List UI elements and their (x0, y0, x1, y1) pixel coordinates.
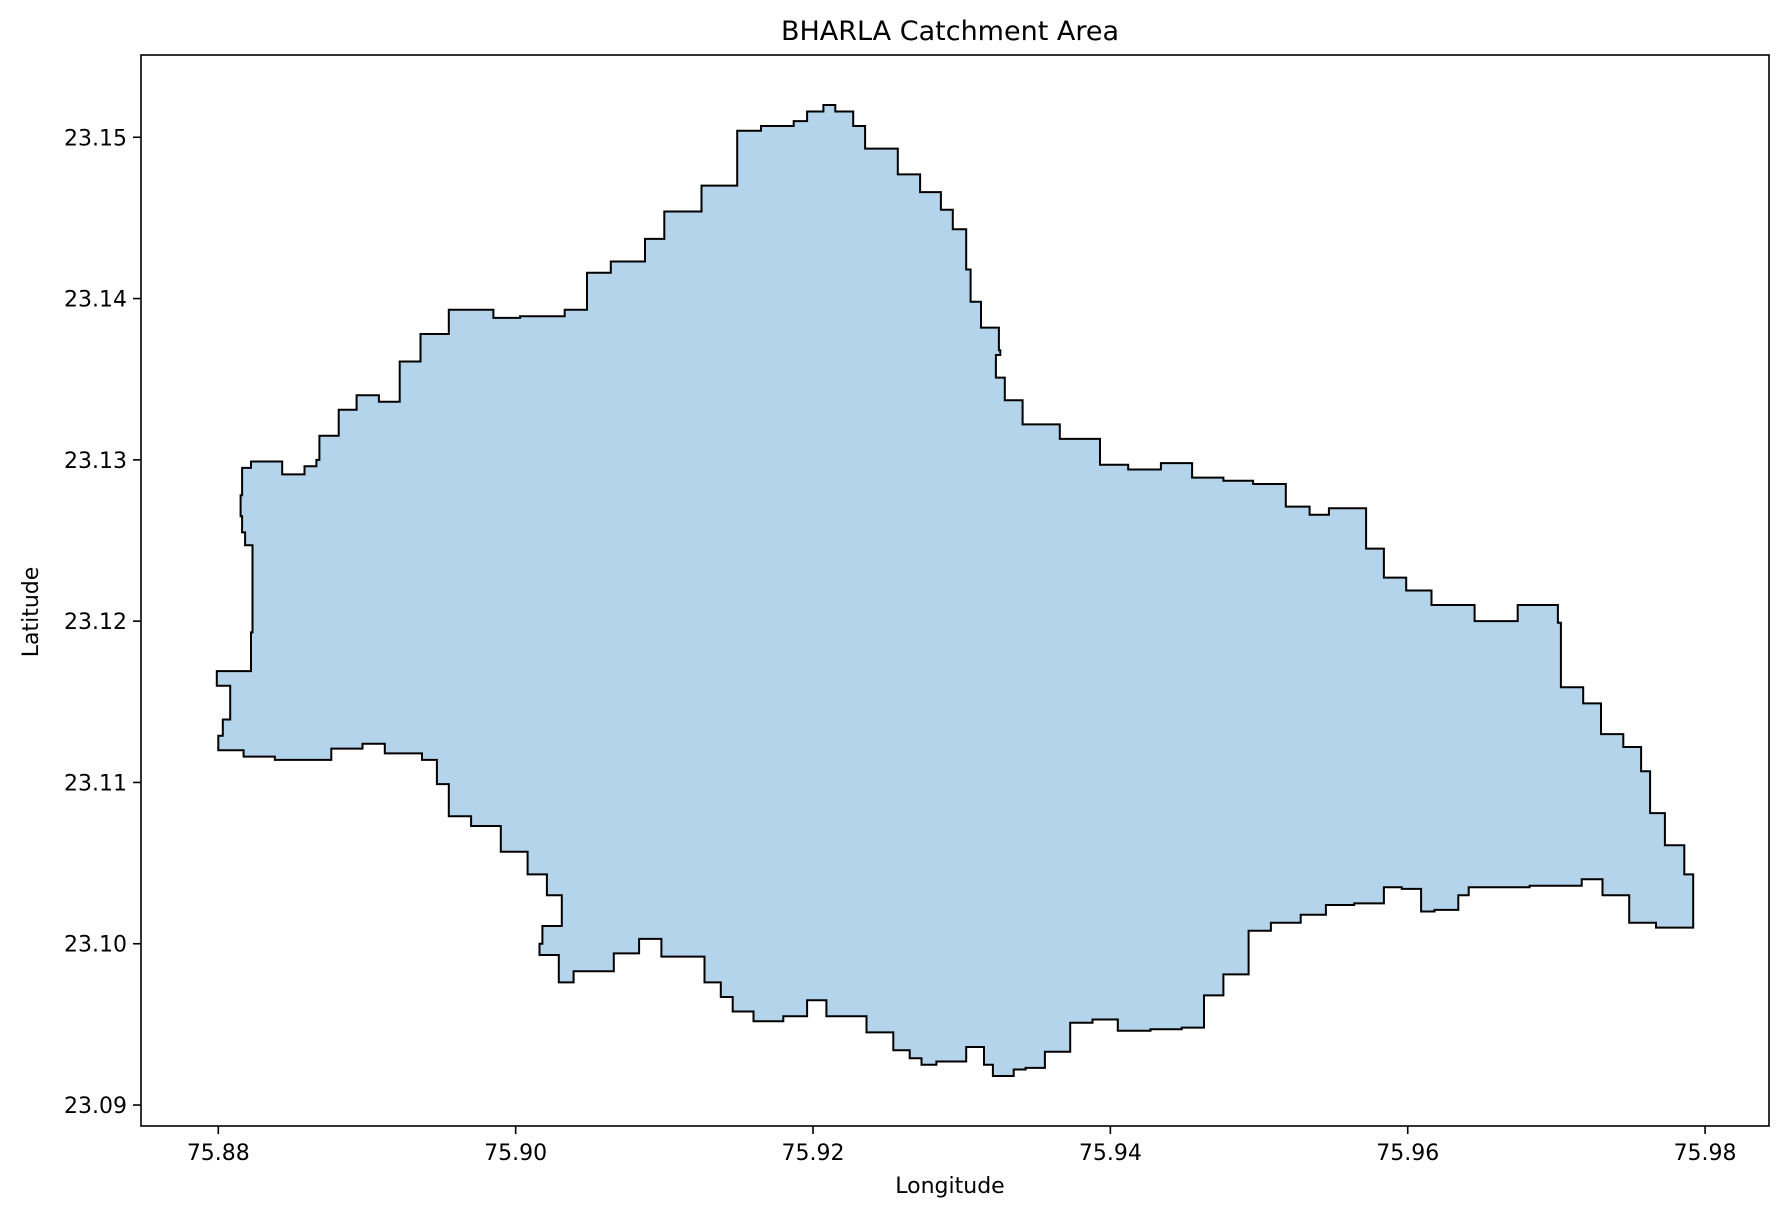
x-axis: 75.88 75.90 75.92 75.94 75.96 75.98 (187, 1126, 1737, 1166)
y-tick-label: 23.12 (64, 610, 127, 635)
x-tick-label: 75.88 (187, 1141, 250, 1166)
x-axis-label: Longitude (895, 1174, 1004, 1199)
catchment-polygon (215, 104, 1695, 1077)
y-tick-label: 23.15 (64, 126, 127, 151)
y-tick-label: 23.14 (64, 288, 127, 313)
x-tick-label: 75.96 (1376, 1141, 1439, 1166)
y-tick-label: 23.09 (64, 1094, 127, 1119)
x-tick-label: 75.94 (1079, 1141, 1142, 1166)
chart-title: BHARLA Catchment Area (781, 16, 1119, 47)
y-tick-label: 23.11 (64, 771, 127, 796)
x-tick-label: 75.90 (484, 1141, 547, 1166)
y-tick-label: 23.10 (64, 933, 127, 958)
y-tick-label: 23.13 (64, 449, 127, 474)
y-axis-label: Latitude (19, 567, 44, 658)
axes-frame (140, 54, 1770, 1127)
y-axis: 23.09 23.10 23.11 23.12 23.13 23.14 23.15 (64, 126, 141, 1119)
x-tick-label: 75.98 (1674, 1141, 1737, 1166)
x-tick-label: 75.92 (782, 1141, 845, 1166)
